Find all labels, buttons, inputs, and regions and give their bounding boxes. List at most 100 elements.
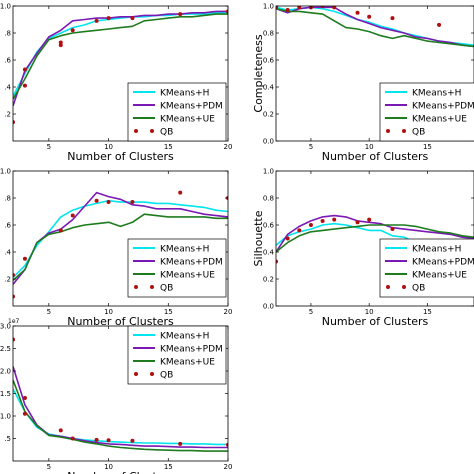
legend: KMeans+H KMeans+PDM KMeans+UE QB: [379, 238, 474, 298]
y-tick-label: 2.5: [0, 345, 11, 353]
y-tick-label: 1.0: [263, 3, 274, 11]
x-tick-label: 20: [224, 143, 233, 151]
qb-point: [58, 40, 63, 45]
x-axis-label: Number of Clusters: [322, 315, 429, 328]
qb-point: [178, 441, 183, 446]
y-tick-label: 0.2: [263, 276, 274, 284]
plot-frame: [275, 170, 474, 307]
x-tick-label: 10: [365, 143, 374, 151]
y-tick-label: 0.4: [263, 249, 275, 257]
x-tick-label: 20: [224, 308, 233, 316]
x-axis-label: Number of Clusters: [322, 150, 429, 163]
qb-point: [22, 256, 27, 261]
series-line-kmeans-ue: [13, 379, 228, 452]
y-tick-label: .8: [4, 30, 11, 38]
y-tick-label: 0.4: [263, 84, 275, 92]
qb-point: [94, 198, 99, 203]
series-line-kmeans-ue: [13, 13, 228, 100]
legend-label: KMeans+UE: [160, 271, 215, 281]
legend-label: KMeans+UE: [412, 115, 467, 125]
y-tick-label: .6: [4, 222, 11, 230]
qb-point: [22, 396, 27, 400]
y-tick-label: 0.2: [263, 111, 274, 119]
qb-point: [13, 120, 15, 125]
qb-point: [437, 22, 442, 27]
qb-point: [13, 272, 15, 277]
qb-point: [390, 16, 395, 21]
qb-point: [22, 67, 27, 72]
qb-point: [106, 200, 111, 205]
legend-swatch: [134, 129, 138, 133]
qb-point: [58, 428, 63, 433]
qb-point: [355, 220, 360, 225]
qb-point: [130, 16, 135, 21]
legend: KMeans+H KMeans+PDM KMeans+UE QB: [127, 325, 227, 385]
x-tick-label: 15: [164, 308, 173, 316]
series-group: [13, 9, 228, 125]
sci-notation-label: 1e7: [8, 318, 20, 325]
legend-label: KMeans+H: [160, 89, 209, 99]
legend: KMeans+H KMeans+PDM KMeans+UE QB: [127, 82, 227, 142]
x-tick-label: 10: [104, 143, 113, 151]
legend-swatch: [150, 372, 154, 376]
qb-point: [390, 227, 395, 232]
series-group: [276, 214, 474, 264]
series-group: [276, 6, 474, 48]
qb-point: [285, 8, 290, 13]
x-axis-label: Number of Clusters: [67, 315, 174, 328]
x-tick-label: 15: [423, 143, 432, 151]
qb-point: [332, 6, 337, 10]
x-tick-label: 5: [47, 463, 51, 471]
series-line-kmeans-h: [13, 199, 228, 279]
qb-point: [178, 190, 183, 195]
y-tick-label: 1.0: [263, 168, 274, 176]
y-tick-label: 0.8: [263, 195, 274, 203]
series-line-kmeans-ue: [13, 213, 228, 281]
y-tick-label: .6: [4, 57, 11, 65]
chart-panel-5: 5 10 15 20 .5 1.0 1.5 2.0 2.5 3.0 Number of Cluste…: [0, 318, 232, 474]
qb-point: [70, 213, 75, 218]
qb-point: [106, 438, 111, 443]
legend-label: QB: [412, 284, 425, 294]
legend-swatch: [134, 372, 138, 376]
y-tick-label: 0.6: [263, 57, 275, 65]
y-tick-label: .2: [4, 276, 11, 284]
series-line-kmeans-pdm: [13, 191, 228, 285]
series-group: [13, 190, 228, 299]
legend-label: KMeans+PDM: [160, 345, 223, 355]
legend-swatch: [150, 129, 154, 133]
legend-label: KMeans+PDM: [160, 258, 223, 268]
qb-point: [320, 6, 325, 8]
x-tick-label: 5: [309, 308, 313, 316]
qb-point: [308, 223, 313, 227]
legend-swatch: [134, 285, 138, 289]
legend-label: KMeans+PDM: [160, 102, 223, 112]
qb-point: [13, 294, 15, 299]
legend-label: QB: [160, 128, 173, 138]
legend-label: KMeans+UE: [160, 358, 215, 368]
qb-point: [355, 10, 360, 15]
qb-point: [94, 18, 99, 23]
x-tick-label: 5: [309, 143, 313, 151]
qb-point: [367, 14, 372, 19]
x-tick-label: 10: [104, 463, 113, 471]
y-tick-label: 1.0: [0, 3, 11, 11]
qb-point: [226, 9, 228, 14]
y-tick-label: 1.5: [0, 390, 11, 398]
qb-point: [58, 228, 63, 233]
legend-label: KMeans+UE: [412, 271, 467, 281]
qb-point: [13, 337, 15, 342]
qb-point: [297, 6, 302, 10]
plot-frame: [12, 5, 229, 142]
x-tick-label: 10: [104, 308, 113, 316]
x-tick-label: 15: [423, 308, 432, 316]
legend-swatch: [402, 285, 406, 289]
legend-label: KMeans+H: [412, 245, 461, 255]
x-tick-label: 5: [47, 308, 51, 316]
chart-panel-1: 5 10 15 20 .2 .4 .6 .8 1.0 Number of Clusters KMea…: [0, 3, 232, 164]
chart-panel-4: 5 10 15 0.0 0.2 0.4 0.6 0.8 1.0 Number of Cluster…: [252, 168, 474, 328]
x-tick-label: 15: [164, 463, 173, 471]
legend-label: QB: [412, 128, 425, 138]
legend-swatch: [386, 285, 390, 289]
y-tick-label: 0.0: [263, 303, 274, 311]
